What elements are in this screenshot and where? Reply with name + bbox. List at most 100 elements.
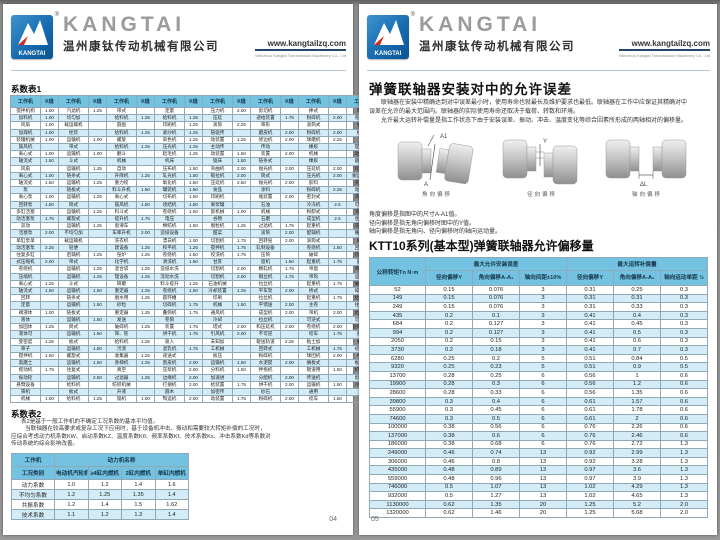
- table-row: 工作机K值工作机K值工作机K值工作机K值工作机K值工作机K值工作机K值工作机K值: [10, 95, 395, 108]
- table-row: 74600 0.3 0.5 6 0.61 2 0.6: [369, 413, 708, 424]
- note-line: 应综合考虑动力机系数KW、启动系数KZ、温度系数Kθ、频率系数Kf、技术系数Ks…: [11, 433, 271, 440]
- table-row: 55900 0.3 0.45 6 0.61 1.78 0.6: [369, 405, 708, 415]
- table-row: 振动轮运输机2.50过滤器1.25边缘机2.00加速进分配机2.00传送机剪切机…: [10, 373, 395, 382]
- ktt10-torque-header: 公称转矩Tn N·m: [369, 257, 426, 286]
- table-row: 不均匀系数 1.2 1.25 1.35 1.4: [11, 489, 189, 500]
- svg-text:KANGTAI: KANGTAI: [375, 51, 402, 57]
- table-row: 轴流式 1.50 运输机 1.25 重力绞 氧化机 1.50 压延机 2.50 抛光机 2.00 胶料…: [10, 179, 395, 188]
- table-row: 共振系数 1.2 1.4 1.5 1.62: [11, 499, 189, 510]
- table2-subheader: 工况类别: [11, 466, 55, 480]
- deviation-notes: 角度偏移是指图中的尺寸A-A1值。 径向偏移是指无角向偏移时图中的Y值。 轴向偏…: [369, 211, 501, 237]
- table-row: 黑磨土 运输机 1.50 蒸梯机 1.25 割皮机 2.00 运输机 1.50 水泥搅 2.00 搁板…: [10, 359, 395, 368]
- table2-title: 系数表2: [11, 409, 42, 419]
- table-row: 1320000 0.62 1.46 20 1.25 5.68 2.0: [369, 508, 708, 519]
- svg-text:A1: A1: [440, 134, 448, 140]
- note-line: 当联轴器在较高要求或复杂工况下应用时，基于设备机冲击、振动和需要较大转矩补偿的工…: [25, 426, 266, 433]
- page-right: KANGTAI ® KANGTAI 温州康钛传动机械有限公司 www.kangt…: [359, 4, 717, 535]
- website-block: www.kangtailzq.com Wenzhou Kangtai Trans…: [255, 39, 346, 58]
- svg-text:KANGTAI: KANGTAI: [19, 51, 46, 57]
- table-row: 746000 0.5 1.07 13 1.02 4.29 1.3: [369, 482, 708, 493]
- table1-title: 系数表1: [11, 84, 42, 94]
- ktt10-offset-table: 公称转矩Tn N·m 最大允许安装误差 最大运转补偿量 径向偏移Y 角向偏移A-…: [369, 257, 708, 519]
- company-name: 温州康钛传动机械有限公司: [419, 41, 575, 53]
- kangtai-logo: KANGTAI ®: [367, 12, 415, 59]
- ktt10-subheader: 角向偏移A-A₁: [472, 270, 520, 286]
- table-row: 306000 0.46 0.8 13 0.92 3.28 1.3: [369, 456, 708, 467]
- table-row: 932000 0.5 1.27 13 1.02 4.65 1.3: [369, 491, 708, 501]
- table-row: 加煤机 1.00 栓装 给料机 1.25 紧纱机 1.25 链驱传 磨皮机 2.00 粉碎机 2.00…: [10, 128, 395, 137]
- table-row: 离心式 1.00 链条式 升降机 1.25 轧光机 1.50 锻拉机 2.00 筒式 压光机 2.00…: [10, 171, 395, 181]
- table-row: 9320 0.25 0.23 5 0.51 0.9 0.5: [369, 362, 708, 372]
- table-row: 435000 0.48 0.89 13 0.97 3.6 1.3: [369, 465, 708, 476]
- page-left: KANGTAI ® KANGTAI 温州康钛传动机械有限公司 www.kangt…: [3, 4, 395, 535]
- table2-body: 动力系数 1.0 1.2 1.4 1.6 不均匀系数 1.2 1.25 1.35 1.4 共振系数 1…: [11, 479, 189, 520]
- table-row: 压缩机运输机1.25理设备1.25流动水洗切割机2.00钢丝机1.75吊钩运输机…: [10, 272, 395, 281]
- table2-subheader: 单缸内燃机: [154, 466, 189, 480]
- intro-line: 联轴器在安装中精确达到对中误差最小时，使用寿命也就最长及维护要求也最低。联轴器在…: [381, 100, 688, 106]
- page-header: KANGTAI ® KANGTAI 温州康钛传动机械有限公司 www.kangt…: [367, 12, 710, 71]
- table2-subheader: ≥4缸内燃机: [87, 466, 122, 480]
- table-row: 动活塞泵 2.25 轻便 建设备 1.25 校平机 1.25 搅拌机 1.75 轧制设备 卷绕机 1.…: [10, 243, 395, 253]
- table-row: 1130000 0.62 1.35 20 1.25 5.2 2.0: [369, 499, 708, 510]
- ktt10-subheader: 径向偏移Y: [425, 270, 473, 286]
- figure-caption: 径向偏移: [526, 192, 557, 198]
- svg-text:A: A: [424, 182, 428, 188]
- table-row: 6280 0.25 0.2 5 0.51 0.84 0.5: [369, 353, 708, 364]
- table-row: 19900 0.28 0.3 6 0.56 1.2 0.6: [369, 379, 708, 390]
- registered-mark: ®: [54, 12, 59, 18]
- intro-line: 误差在允许的最大范围内。联轴器的实际使用寿命还取决于载荷、转数和环境。: [369, 109, 580, 115]
- table-row: 994 0.2 0.127 3 0.41 0.5 0.3: [369, 327, 708, 338]
- table2-header: 工作机 动力机名称 工况类别 电动机汽轮机 ≥4缸内燃机 2缸内燃机 单缸内燃机: [11, 453, 189, 480]
- figure-radial-deviation: Y 径向偏移: [496, 130, 588, 206]
- figure-caption: 角向偏移: [421, 192, 452, 198]
- table2-group: 动力机名称: [54, 453, 189, 467]
- company-name: 温州康钛传动机械有限公司: [63, 41, 219, 53]
- note-line: 角度偏移是指图中的尺寸A-A1值。: [369, 212, 461, 218]
- table2-corner: 工作机: [11, 453, 55, 467]
- table-row: 28600 0.28 0.33 6 0.56 1.35 0.6: [369, 388, 708, 398]
- table-row: 装罐机械 1.00 运输机 1.00 螺旋 染色机 1.25 动装置 1.25 修边机 2.00 球磨…: [10, 135, 395, 145]
- table1-header: 工作机K值工作机K值工作机K值工作机K值工作机K值工作机K值工作机K值工作机K值: [10, 95, 395, 108]
- table-row: 559000 0.48 0.96 13 0.97 3.9 1.3: [369, 474, 708, 484]
- axial-deviation-diagram: ΔL: [605, 139, 687, 188]
- table-row: 186000 0.38 0.68 6 0.76 2.72 1.3: [369, 439, 708, 450]
- note-line: 传动系统的综合影响改善。: [11, 441, 79, 448]
- table-row: 离心式1.00运输机1.00翻斗起毛机1.25动装置1.50装置2.00机械动装…: [10, 150, 395, 159]
- angular-deviation-diagram: A1 A: [397, 134, 474, 188]
- table-row: 风扇运输机1.25自动压布机1.50弯曲机2.00抛光机2.00压延机2.00轮…: [10, 164, 395, 173]
- table2-subheader: 电动机汽轮机: [54, 466, 89, 480]
- brand-name: KANGTAI: [419, 13, 542, 36]
- figure-axial-deviation: ΔL 轴向偏移: [601, 130, 693, 206]
- table-row: 技术系数 1.1 1.2 1.3 1.4: [11, 509, 189, 520]
- note-line: 径向偏移是指无角向偏移时图中的Y值。: [369, 220, 476, 227]
- table-row: 摇动机1.75往复式真空压浆机2.00分料机1.50拌拖机辊道用1.50机架辊≥…: [10, 366, 395, 375]
- website-url: www.kangtailzq.com: [619, 39, 710, 51]
- brand-block: KANGTAI 温州康钛传动机械有限公司: [419, 13, 575, 54]
- deviation-figures: A1 A 角向偏移: [377, 130, 707, 206]
- logo-mountain-icon: KANGTAI: [18, 20, 48, 57]
- table2-notes: 表2是基于一般工作机的不确定工况系数的基本平均值。 当联轴器在较高要求或复杂工况…: [11, 419, 343, 449]
- table-row: 39800 0.3 0.4 6 0.61 1.57 0.6: [369, 396, 708, 407]
- table-row: 双动运输机1.25窗滑车棉纺机1.50脱粒机1.25过滤机1.75起重机洗衣机2…: [10, 222, 395, 231]
- brand-name: KANGTAI: [63, 13, 186, 36]
- table-row: 动力系数 1.0 1.2 1.4 1.6: [11, 479, 189, 490]
- page-title: 弹簧联轴器安装对中的允许误差: [369, 82, 572, 97]
- note-line: 轴向偏移是指无角向、径向偏移时的轴向运动量。: [369, 229, 502, 236]
- figure-caption: 轴向偏移: [631, 192, 662, 198]
- ktt10-body: 52 0.15 0.076 3 0.31 0.25 0.3 149 0.15 0.076 3 0.31…: [369, 285, 708, 519]
- table-row: 3730 0.2 0.18 3 0.41 0.7 0.3: [369, 345, 708, 355]
- svg-text:ΔL: ΔL: [640, 182, 648, 188]
